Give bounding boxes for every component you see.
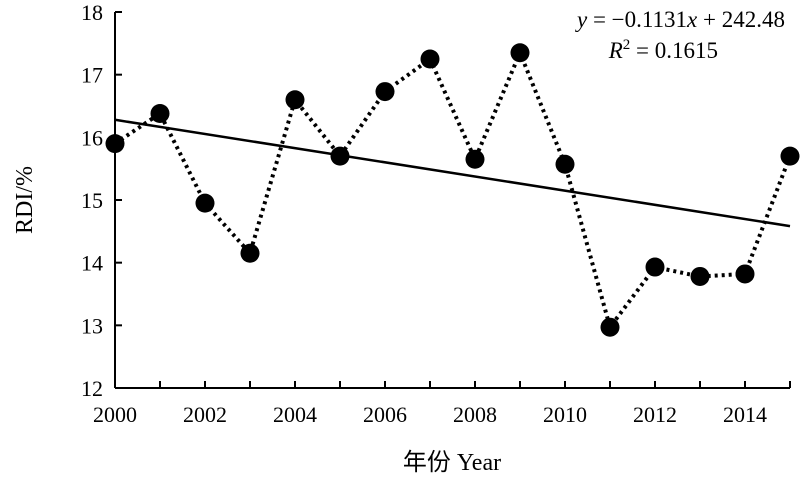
data-point bbox=[555, 154, 575, 174]
trendline bbox=[114, 118, 791, 228]
x-axis-title: 年份 Year bbox=[403, 449, 501, 476]
data-point bbox=[330, 146, 350, 166]
x-ticks: 2000 2002 2004 2006 2008 2010 2012 2014 bbox=[93, 381, 791, 427]
y-axis-title: RDI/% bbox=[12, 166, 38, 234]
x-tick-label: 2008 bbox=[453, 402, 497, 427]
y-tick-label: 17 bbox=[81, 63, 103, 88]
data-point bbox=[645, 257, 665, 277]
y-ticks: 12 13 14 15 16 17 18 bbox=[81, 0, 122, 401]
y-tick-label: 12 bbox=[81, 376, 103, 401]
r-squared: R2 = 0.1615 bbox=[608, 37, 718, 63]
data-point bbox=[285, 90, 305, 110]
x-tick-label: 2012 bbox=[633, 402, 677, 427]
axes bbox=[114, 12, 790, 389]
data-point bbox=[690, 266, 710, 286]
data-point bbox=[375, 82, 395, 102]
y-tick-label: 16 bbox=[81, 125, 103, 150]
data-points bbox=[105, 43, 800, 337]
x-tick-label: 2014 bbox=[723, 402, 767, 427]
x-tick-label: 2010 bbox=[543, 402, 587, 427]
y-tick-label: 18 bbox=[81, 0, 103, 25]
series-dotted-line bbox=[113, 47, 792, 332]
y-tick-label: 13 bbox=[81, 313, 103, 338]
data-point bbox=[150, 104, 170, 124]
data-point bbox=[240, 243, 260, 263]
x-tick-label: 2004 bbox=[273, 402, 317, 427]
data-point bbox=[735, 264, 755, 284]
y-tick-label: 15 bbox=[81, 188, 103, 213]
x-tick-label: 2006 bbox=[363, 402, 407, 427]
x-tick-label: 2002 bbox=[183, 402, 227, 427]
y-tick-label: 14 bbox=[81, 251, 103, 276]
data-point bbox=[600, 317, 620, 337]
data-point bbox=[420, 49, 440, 69]
trend-equation: y = −0.1131x + 242.48 bbox=[575, 7, 785, 32]
data-point bbox=[510, 43, 530, 63]
data-point bbox=[780, 146, 800, 166]
data-point bbox=[105, 134, 125, 154]
data-point bbox=[465, 149, 485, 169]
x-tick-label: 2000 bbox=[93, 402, 137, 427]
data-point bbox=[195, 193, 215, 213]
